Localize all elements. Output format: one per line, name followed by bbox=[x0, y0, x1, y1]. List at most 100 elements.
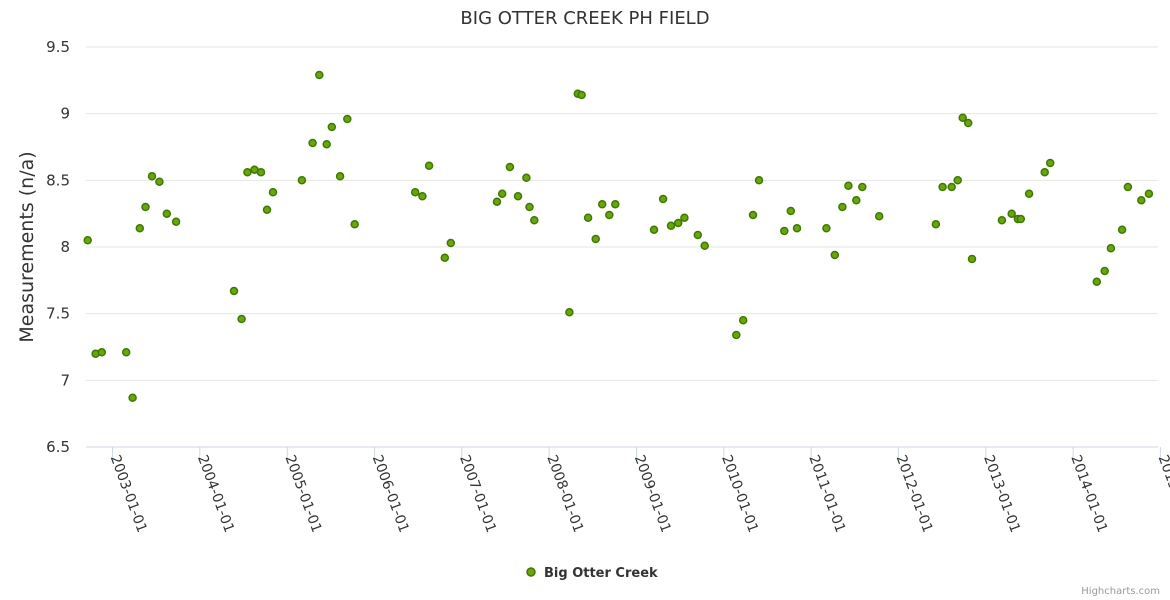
data-point[interactable] bbox=[754, 176, 764, 185]
data-point[interactable] bbox=[525, 202, 534, 212]
data-point[interactable] bbox=[874, 212, 884, 221]
legend[interactable]: Big Otter Creek bbox=[526, 566, 658, 581]
data-point[interactable] bbox=[605, 210, 614, 220]
data-point[interactable] bbox=[162, 209, 172, 218]
data-point[interactable] bbox=[649, 225, 659, 234]
data-point[interactable] bbox=[335, 172, 345, 181]
data-point[interactable] bbox=[611, 200, 620, 209]
chart-title: BIG OTTER CREEK PH FIELD bbox=[460, 8, 709, 29]
data-point[interactable] bbox=[822, 224, 831, 233]
data-point[interactable] bbox=[1100, 266, 1109, 276]
data-point[interactable] bbox=[492, 197, 502, 206]
data-point[interactable] bbox=[792, 224, 802, 233]
data-point[interactable] bbox=[967, 254, 977, 264]
x-tick-label: 2006-01-01 bbox=[369, 453, 412, 535]
x-tick-label: 2008-01-01 bbox=[543, 453, 586, 535]
data-point[interactable] bbox=[256, 168, 266, 177]
data-point[interactable] bbox=[141, 202, 150, 212]
data-point[interactable] bbox=[583, 213, 593, 222]
data-point[interactable] bbox=[121, 348, 131, 357]
data-point[interactable] bbox=[315, 70, 324, 80]
data-point[interactable] bbox=[1144, 189, 1154, 198]
legend-item-label: Big Otter Creek bbox=[544, 566, 658, 581]
data-point[interactable] bbox=[135, 224, 145, 233]
data-point[interactable] bbox=[322, 140, 331, 149]
data-point[interactable] bbox=[297, 176, 307, 185]
data-point[interactable] bbox=[786, 206, 796, 216]
data-point[interactable] bbox=[830, 250, 840, 260]
y-tick-label: 8.5 bbox=[46, 171, 70, 189]
data-point[interactable] bbox=[852, 196, 861, 205]
data-point[interactable] bbox=[155, 177, 164, 186]
data-point[interactable] bbox=[1024, 189, 1034, 198]
y-tick-label: 9.5 bbox=[46, 38, 70, 56]
data-point[interactable] bbox=[666, 221, 676, 230]
data-point[interactable] bbox=[1045, 158, 1055, 168]
data-point[interactable] bbox=[83, 236, 92, 245]
data-point[interactable] bbox=[931, 220, 941, 229]
data-point[interactable] bbox=[1092, 277, 1102, 286]
credits-link[interactable]: Highcharts.com bbox=[1081, 586, 1160, 597]
data-point[interactable] bbox=[128, 393, 137, 402]
data-point[interactable] bbox=[424, 161, 434, 170]
data-point[interactable] bbox=[147, 172, 157, 181]
grid-lines bbox=[86, 46, 1158, 381]
data-point[interactable] bbox=[591, 234, 600, 244]
data-point[interactable] bbox=[410, 188, 420, 197]
data-point[interactable] bbox=[350, 220, 359, 229]
data-point[interactable] bbox=[530, 216, 539, 225]
data-point[interactable] bbox=[597, 200, 607, 209]
data-point[interactable] bbox=[658, 194, 668, 204]
data-point[interactable] bbox=[229, 286, 239, 296]
x-tick-label: 2011-01-01 bbox=[805, 453, 848, 535]
data-point[interactable] bbox=[505, 162, 515, 172]
data-point[interactable] bbox=[268, 188, 278, 197]
data-point[interactable] bbox=[838, 202, 847, 212]
data-point[interactable] bbox=[1137, 196, 1146, 205]
data-point[interactable] bbox=[446, 238, 456, 248]
data-point[interactable] bbox=[780, 226, 789, 236]
y-tick-label: 7.5 bbox=[46, 305, 70, 323]
data-point[interactable] bbox=[693, 230, 703, 240]
x-tick-label: 2009-01-01 bbox=[631, 453, 674, 535]
data-point[interactable] bbox=[953, 176, 962, 185]
data-point[interactable] bbox=[497, 189, 507, 198]
data-point[interactable] bbox=[243, 168, 252, 177]
data-point[interactable] bbox=[938, 182, 947, 192]
data-point[interactable] bbox=[577, 90, 586, 100]
data-point[interactable] bbox=[97, 348, 107, 357]
data-point[interactable] bbox=[327, 122, 337, 132]
data-point[interactable] bbox=[997, 216, 1007, 225]
data-point[interactable] bbox=[858, 182, 867, 192]
data-point[interactable] bbox=[308, 138, 317, 148]
data-point[interactable] bbox=[237, 314, 246, 324]
data-point[interactable] bbox=[738, 316, 748, 325]
data-point[interactable] bbox=[700, 241, 709, 250]
data-point[interactable] bbox=[1106, 244, 1116, 253]
x-tick-label: 2007-01-01 bbox=[456, 453, 499, 535]
data-point[interactable] bbox=[947, 182, 956, 192]
data-point[interactable] bbox=[1016, 214, 1026, 224]
data-point[interactable] bbox=[513, 192, 523, 201]
data-point[interactable] bbox=[418, 192, 427, 201]
data-point[interactable] bbox=[522, 173, 531, 182]
data-point[interactable] bbox=[440, 253, 450, 262]
data-point[interactable] bbox=[963, 118, 973, 128]
data-point[interactable] bbox=[844, 181, 853, 190]
data-point[interactable] bbox=[673, 218, 683, 228]
data-point[interactable] bbox=[1040, 168, 1049, 177]
data-point[interactable] bbox=[565, 308, 574, 317]
data-point[interactable] bbox=[1117, 225, 1127, 234]
data-point[interactable] bbox=[732, 330, 741, 340]
data-point[interactable] bbox=[343, 114, 352, 124]
data-point[interactable] bbox=[262, 205, 272, 214]
data-point[interactable] bbox=[171, 217, 181, 226]
data-point[interactable] bbox=[1007, 209, 1016, 218]
data-point[interactable] bbox=[958, 113, 967, 122]
x-tick-label: 2013-01-01 bbox=[980, 453, 1023, 535]
data-point[interactable] bbox=[748, 210, 758, 220]
y-axis-ticks: 6.5 7 7.5 8 8.5 9 9.5 bbox=[46, 38, 70, 456]
data-point[interactable] bbox=[1123, 182, 1133, 192]
data-point[interactable] bbox=[680, 213, 689, 222]
y-tick-label: 7 bbox=[60, 371, 70, 389]
